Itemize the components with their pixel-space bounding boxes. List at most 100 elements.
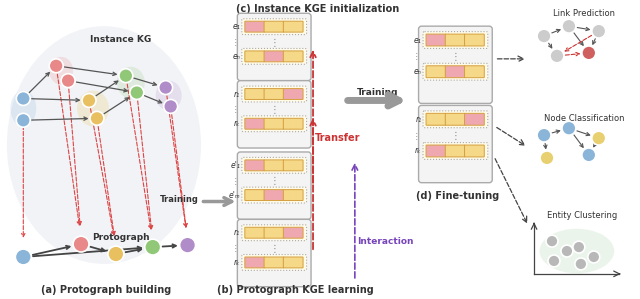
Text: Protograph: Protograph	[92, 233, 150, 242]
FancyBboxPatch shape	[245, 160, 264, 171]
FancyBboxPatch shape	[245, 89, 264, 100]
FancyBboxPatch shape	[245, 257, 264, 268]
Circle shape	[588, 251, 600, 263]
Text: ⋮: ⋮	[232, 38, 239, 47]
Circle shape	[90, 111, 104, 125]
Circle shape	[164, 100, 178, 113]
FancyBboxPatch shape	[242, 225, 307, 241]
FancyBboxPatch shape	[423, 32, 488, 48]
Text: (a) Protograph building: (a) Protograph building	[41, 285, 171, 295]
Circle shape	[546, 235, 558, 247]
FancyBboxPatch shape	[245, 21, 264, 32]
Circle shape	[592, 131, 605, 145]
FancyBboxPatch shape	[242, 254, 307, 270]
FancyBboxPatch shape	[264, 190, 284, 201]
Circle shape	[130, 86, 144, 100]
Text: r₁: r₁	[234, 228, 241, 237]
Circle shape	[573, 241, 585, 253]
FancyBboxPatch shape	[242, 158, 307, 173]
FancyBboxPatch shape	[237, 13, 311, 81]
Text: (c) Instance KGE initialization: (c) Instance KGE initialization	[236, 4, 399, 14]
FancyBboxPatch shape	[465, 145, 484, 157]
FancyBboxPatch shape	[242, 48, 307, 64]
Text: e'₁: e'₁	[230, 161, 241, 170]
Text: r₁: r₁	[234, 89, 241, 98]
Ellipse shape	[77, 91, 109, 126]
Circle shape	[17, 91, 30, 106]
FancyBboxPatch shape	[465, 34, 484, 46]
Text: rₖ: rₖ	[234, 258, 241, 267]
Circle shape	[15, 249, 31, 265]
Circle shape	[108, 246, 124, 262]
Text: Transfer: Transfer	[315, 133, 360, 143]
Circle shape	[537, 29, 551, 43]
Circle shape	[582, 148, 596, 162]
Text: ⋮: ⋮	[451, 131, 460, 141]
FancyBboxPatch shape	[264, 118, 284, 129]
FancyBboxPatch shape	[445, 66, 465, 78]
FancyBboxPatch shape	[284, 118, 303, 129]
Text: e₁: e₁	[232, 22, 241, 31]
FancyBboxPatch shape	[237, 219, 311, 287]
FancyBboxPatch shape	[242, 187, 307, 203]
Circle shape	[592, 24, 605, 38]
FancyBboxPatch shape	[264, 89, 284, 100]
Circle shape	[575, 258, 587, 270]
FancyBboxPatch shape	[284, 227, 303, 238]
FancyBboxPatch shape	[237, 152, 311, 219]
Text: r₁: r₁	[415, 115, 422, 124]
FancyBboxPatch shape	[242, 86, 307, 102]
Text: rₖ: rₖ	[234, 119, 241, 128]
Text: Training: Training	[357, 88, 399, 97]
Text: Interaction: Interaction	[357, 237, 413, 246]
Ellipse shape	[10, 91, 36, 126]
FancyBboxPatch shape	[242, 19, 307, 35]
Ellipse shape	[117, 67, 145, 98]
FancyBboxPatch shape	[423, 63, 488, 80]
Text: (b) Protograph KGE learning: (b) Protograph KGE learning	[217, 285, 374, 295]
FancyBboxPatch shape	[237, 81, 311, 148]
Circle shape	[550, 49, 564, 63]
Text: Link Prediction: Link Prediction	[553, 9, 615, 18]
Text: Training: Training	[159, 195, 198, 204]
Circle shape	[61, 74, 75, 88]
Circle shape	[73, 236, 89, 252]
FancyBboxPatch shape	[445, 34, 465, 46]
Text: Entity Clustering: Entity Clustering	[547, 211, 617, 220]
Text: rₖ: rₖ	[415, 147, 422, 155]
Circle shape	[562, 121, 576, 135]
Text: ⋮: ⋮	[451, 52, 460, 62]
FancyBboxPatch shape	[284, 160, 303, 171]
FancyBboxPatch shape	[245, 51, 264, 62]
Text: ⋮: ⋮	[232, 244, 239, 253]
FancyBboxPatch shape	[419, 26, 492, 103]
Text: Node Classification: Node Classification	[543, 114, 624, 123]
FancyBboxPatch shape	[284, 89, 303, 100]
Text: eₙ: eₙ	[414, 67, 422, 76]
Circle shape	[49, 59, 63, 73]
Text: Instance KG: Instance KG	[90, 35, 152, 44]
FancyBboxPatch shape	[284, 257, 303, 268]
FancyBboxPatch shape	[264, 160, 284, 171]
Text: ⋮: ⋮	[269, 105, 279, 115]
FancyBboxPatch shape	[423, 143, 488, 159]
Ellipse shape	[7, 26, 201, 264]
FancyBboxPatch shape	[264, 257, 284, 268]
FancyBboxPatch shape	[419, 106, 492, 183]
Ellipse shape	[49, 57, 73, 85]
Circle shape	[561, 245, 573, 257]
FancyBboxPatch shape	[245, 227, 264, 238]
Circle shape	[17, 113, 30, 127]
Circle shape	[548, 255, 560, 267]
FancyBboxPatch shape	[245, 190, 264, 201]
FancyBboxPatch shape	[264, 51, 284, 62]
FancyBboxPatch shape	[284, 190, 303, 201]
Text: (d) Fine-tuning: (d) Fine-tuning	[416, 190, 499, 201]
FancyBboxPatch shape	[445, 113, 465, 125]
Text: ⋮: ⋮	[232, 177, 239, 186]
Circle shape	[82, 94, 96, 107]
Text: ⋮: ⋮	[413, 132, 420, 141]
Text: ⋮: ⋮	[269, 244, 279, 254]
FancyBboxPatch shape	[465, 66, 484, 78]
FancyBboxPatch shape	[264, 21, 284, 32]
